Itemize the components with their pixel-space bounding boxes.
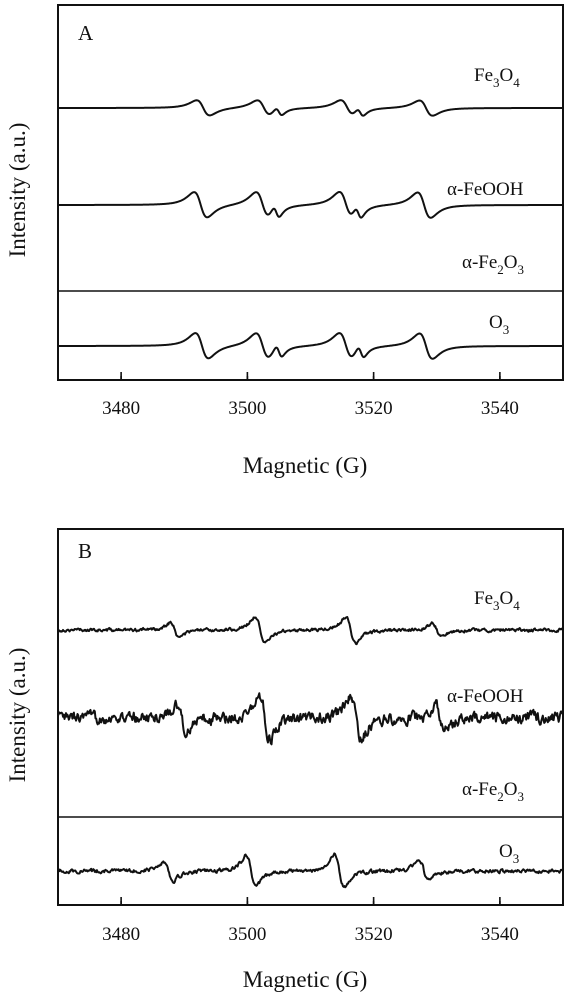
- panel-b-label-feooh: α-FeOOH: [447, 686, 524, 707]
- panel-a-x-axis-title: Magnetic (G): [243, 453, 368, 478]
- x-tick-label: 3500: [228, 398, 266, 419]
- panel-a-traces: [57, 99, 564, 360]
- panel-a-label-fe3o4: Fe3O4: [474, 65, 520, 90]
- panel-b-label: B: [78, 539, 92, 563]
- panel-b: B 3480 3500 3520 3540 Fe3O4 α-FeOOH α-Fe2O3…: [5, 528, 564, 992]
- panel-b-label-fe2o3: α-Fe2O3: [462, 779, 524, 804]
- panel-b-x-axis-title: Magnetic (G): [243, 967, 368, 992]
- x-tick-label: 3480: [102, 398, 140, 419]
- panel-a-label-o3: O3: [489, 312, 509, 337]
- panel-a-y-axis-title: Intensity (a.u.): [5, 123, 30, 258]
- panel-b-y-axis-title: Intensity (a.u.): [5, 648, 30, 783]
- x-tick-label: 3540: [481, 924, 519, 945]
- panel-a-x-ticks: 3480 3500 3520 3540: [102, 372, 519, 419]
- panel-a-frame: [57, 4, 564, 381]
- series-line-feooh: [57, 692, 564, 746]
- series-line-o3: [57, 332, 564, 360]
- series-line-feooh: [57, 190, 564, 219]
- x-tick-label: 3540: [481, 398, 519, 419]
- x-tick-label: 3520: [355, 398, 393, 419]
- x-tick-label: 3500: [228, 924, 266, 945]
- panel-b-traces: [57, 616, 564, 889]
- panel-a: A 3480 3500 3520 3540 Fe3O4 α-FeOOH α-Fe2O3…: [5, 4, 564, 478]
- x-tick-label: 3480: [102, 924, 140, 945]
- panel-a-label-feooh: α-FeOOH: [447, 179, 524, 200]
- series-line-fe3o4: [57, 616, 564, 646]
- panel-b-label-o3: O3: [499, 841, 519, 866]
- panel-b-x-ticks: 3480 3500 3520 3540: [102, 897, 519, 945]
- panel-b-frame: [57, 528, 564, 906]
- panel-b-label-fe3o4: Fe3O4: [474, 588, 520, 613]
- panel-a-label-fe2o3: α-Fe2O3: [462, 252, 524, 277]
- x-tick-label: 3520: [355, 924, 393, 945]
- series-line-fe3o4: [57, 99, 564, 117]
- panel-a-label: A: [78, 21, 94, 45]
- series-line-o3: [57, 852, 564, 889]
